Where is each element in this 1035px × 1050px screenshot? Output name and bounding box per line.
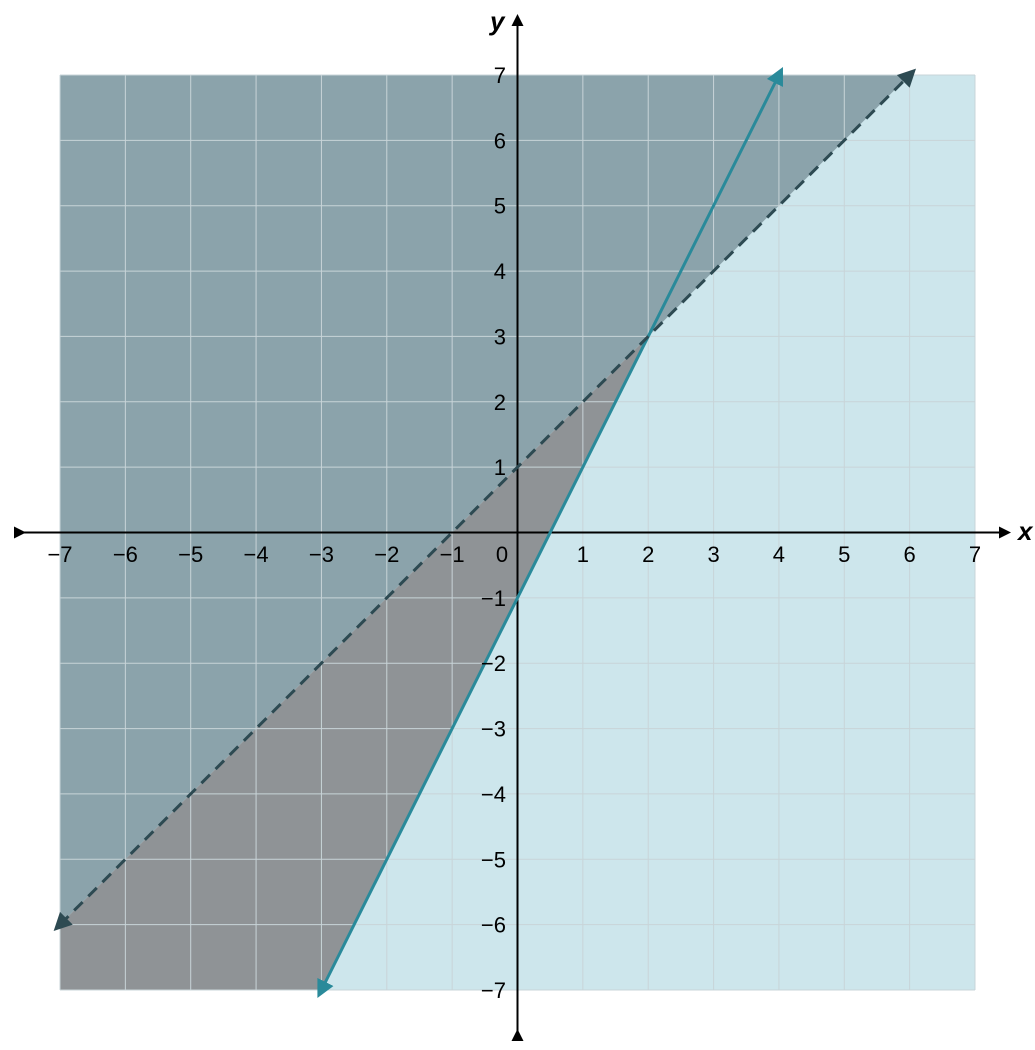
y-tick-6: 6 bbox=[494, 128, 506, 153]
y-tick-n7: −7 bbox=[481, 978, 506, 1003]
x-tick-n6: −6 bbox=[113, 542, 138, 567]
y-tick-2: 2 bbox=[494, 390, 506, 415]
x-tick-n1: −1 bbox=[440, 542, 465, 567]
y-tick-n5: −5 bbox=[481, 847, 506, 872]
y-tick-n3: −3 bbox=[481, 717, 506, 742]
y-tick-n2: −2 bbox=[481, 651, 506, 676]
x-tick-2: 2 bbox=[642, 542, 654, 567]
y-tick-4: 4 bbox=[494, 259, 506, 284]
y-tick-n1: −1 bbox=[481, 586, 506, 611]
y-tick-n6: −6 bbox=[481, 913, 506, 938]
x-tick-n3: −3 bbox=[309, 542, 334, 567]
x-tick-4: 4 bbox=[773, 542, 785, 567]
x-tick-7: 7 bbox=[969, 542, 981, 567]
x-tick-6: 6 bbox=[904, 542, 916, 567]
inequality-chart: −7 −6 −5 −4 −3 −2 −1 0 1 2 3 4 5 6 7 −7 … bbox=[0, 0, 1035, 1045]
y-tick-5: 5 bbox=[494, 194, 506, 219]
chart-svg: −7 −6 −5 −4 −3 −2 −1 0 1 2 3 4 5 6 7 −7 … bbox=[0, 0, 1035, 1045]
y-tick-7: 7 bbox=[494, 63, 506, 88]
x-tick-n2: −2 bbox=[374, 542, 399, 567]
x-tick-n4: −4 bbox=[244, 542, 269, 567]
x-tick-5: 5 bbox=[838, 542, 850, 567]
x-tick-n7: −7 bbox=[47, 542, 72, 567]
y-tick-3: 3 bbox=[494, 324, 506, 349]
x-tick-0: 0 bbox=[496, 542, 508, 567]
x-tick-n5: −5 bbox=[178, 542, 203, 567]
x-tick-1: 1 bbox=[577, 542, 589, 567]
y-axis-label: y bbox=[488, 6, 506, 36]
x-axis-label: x bbox=[1016, 516, 1034, 546]
x-tick-3: 3 bbox=[707, 542, 719, 567]
y-tick-1: 1 bbox=[494, 455, 506, 480]
y-tick-n4: −4 bbox=[481, 782, 506, 807]
